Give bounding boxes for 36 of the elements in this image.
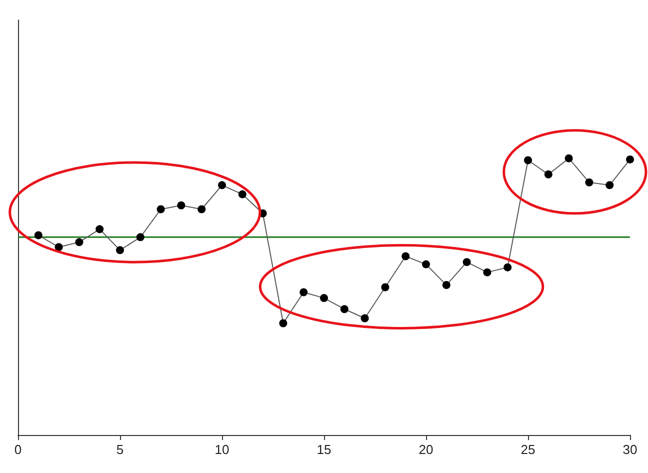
point [218, 181, 226, 190]
point [402, 252, 410, 260]
point [198, 205, 206, 214]
x-tick-label: 5 [116, 442, 124, 457]
point [626, 155, 634, 164]
point [360, 314, 369, 322]
x-tick-label: 30 [622, 442, 638, 457]
point [504, 263, 512, 272]
point [156, 205, 165, 214]
point [177, 201, 186, 210]
point [75, 238, 84, 246]
x-tick-label: 25 [520, 442, 536, 457]
point [564, 154, 573, 162]
point [96, 225, 104, 234]
point [442, 281, 450, 290]
point [585, 178, 594, 186]
point [381, 283, 390, 292]
point [238, 190, 246, 198]
x-tick-label: 20 [418, 442, 434, 457]
x-tick-label: 15 [316, 442, 332, 457]
point [606, 181, 614, 190]
point [544, 170, 552, 178]
point [524, 156, 532, 164]
point [136, 233, 144, 242]
point [422, 260, 430, 268]
point [462, 258, 471, 266]
point [320, 294, 328, 302]
point [340, 305, 348, 314]
point [54, 243, 63, 252]
point [34, 231, 42, 240]
point [483, 268, 492, 276]
point [279, 319, 288, 328]
point [116, 246, 124, 254]
x-tick-label: 10 [214, 442, 230, 457]
x-tick-label: 0 [14, 442, 22, 457]
point [300, 288, 308, 296]
